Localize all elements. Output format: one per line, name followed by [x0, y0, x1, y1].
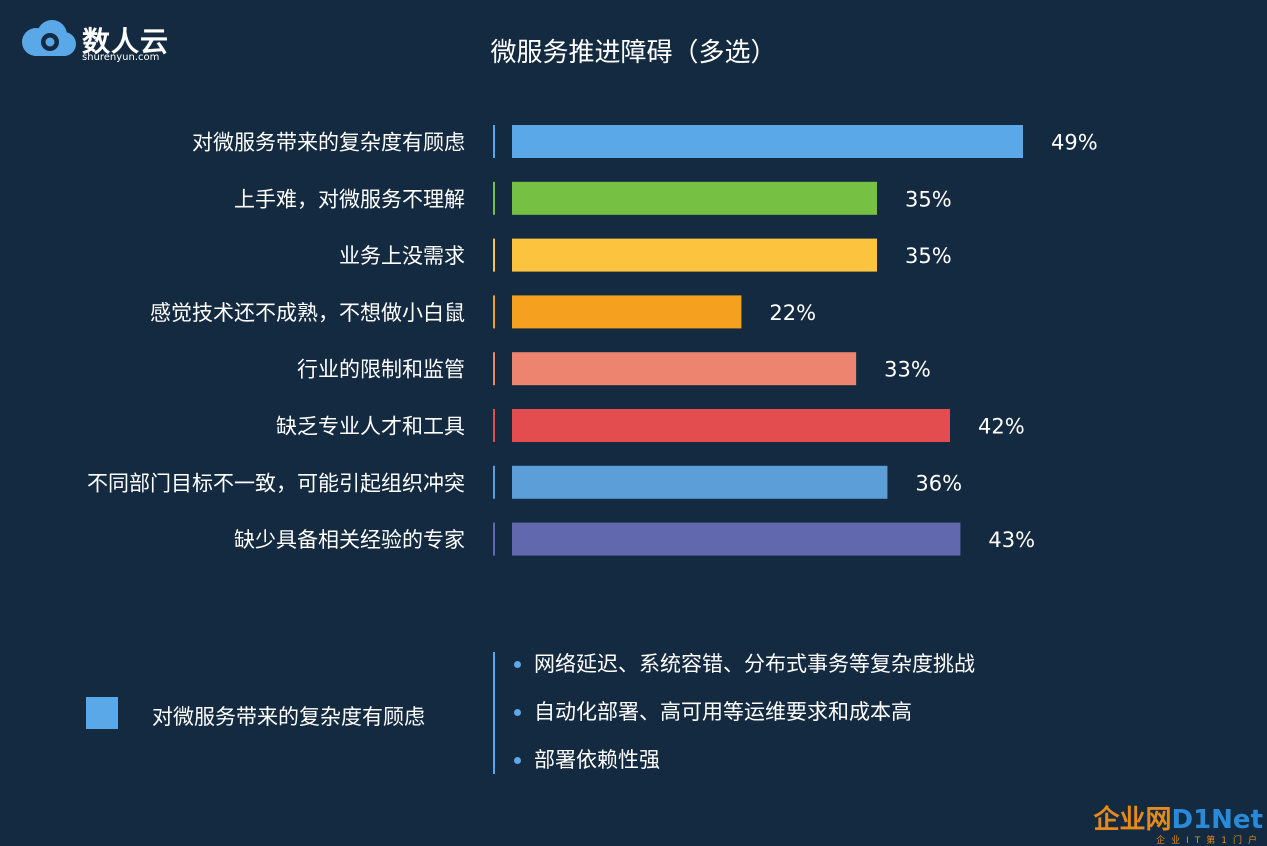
detail-list: 网络延迟、系统容错、分布式事务等复杂度挑战 自动化部署、高可用等运维要求和成本高…: [512, 648, 975, 792]
watermark-en: D1Net: [1171, 805, 1264, 835]
bar: [512, 522, 961, 556]
bar: [512, 238, 877, 272]
brand-logo: 数人云 shurenyun.com: [20, 18, 180, 64]
bar: [512, 125, 1023, 158]
category-tick: [493, 522, 495, 556]
chart-title: 微服务推进障碍（多选）: [490, 38, 777, 68]
bullet-dot-icon: [514, 757, 521, 764]
category-tick: [493, 181, 495, 215]
category-tick: [493, 409, 495, 442]
watermark-cn: 企业网: [1093, 805, 1172, 835]
category-label: 缺乏专业人才和工具: [276, 415, 465, 439]
category-tick: [493, 465, 495, 499]
value-label: 42%: [978, 415, 1025, 439]
detail-item: 网络延迟、系统容错、分布式事务等复杂度挑战: [512, 648, 975, 696]
value-label: 22%: [769, 301, 816, 325]
legend-label: 对微服务带来的复杂度有顾虑: [152, 705, 425, 729]
bar: [512, 295, 742, 329]
category-label: 行业的限制和监管: [297, 358, 465, 382]
value-label: 43%: [988, 528, 1035, 552]
brand-name: 数人云: [82, 25, 170, 58]
bullet-dot-icon: [514, 709, 521, 716]
detail-item: 部署依赖性强: [512, 744, 975, 792]
bar-chart: 对微服务带来的复杂度有顾虑 49% 上手难，对微服务不理解 35% 业务上没需求 35% 感…: [87, 125, 1098, 556]
category-label: 不同部门目标不一致，可能引起组织冲突: [87, 471, 465, 495]
bar: [512, 409, 950, 442]
watermark-sub: 企业IT第1门户: [1156, 836, 1263, 846]
category-label: 上手难，对微服务不理解: [234, 187, 465, 211]
value-label: 49%: [1051, 131, 1098, 155]
category-tick: [493, 238, 495, 272]
detail-divider: [493, 652, 495, 774]
cloud-logo-icon: [22, 20, 76, 56]
value-label: 33%: [884, 358, 931, 382]
bar: [512, 465, 888, 499]
category-tick: [493, 125, 495, 158]
category-label: 感觉技术还不成熟，不想做小白鼠: [150, 301, 465, 325]
detail-item: 自动化部署、高可用等运维要求和成本高: [512, 696, 975, 744]
bar: [512, 181, 877, 215]
category-label: 缺少具备相关经验的专家: [234, 528, 465, 552]
category-label: 对微服务带来的复杂度有顾虑: [192, 131, 465, 155]
value-label: 36%: [915, 471, 962, 495]
category-label: 业务上没需求: [339, 244, 465, 268]
bullet-dot-icon: [514, 661, 521, 668]
legend-swatch: [86, 697, 118, 729]
watermark-logo: 企业网D1Net: [1093, 799, 1263, 836]
detail-text: 网络延迟、系统容错、分布式事务等复杂度挑战: [534, 652, 975, 676]
detail-text: 自动化部署、高可用等运维要求和成本高: [534, 700, 912, 724]
brand-domain: shurenyun.com: [82, 52, 160, 63]
detail-text: 部署依赖性强: [534, 748, 660, 772]
value-label: 35%: [905, 187, 952, 211]
bar: [512, 352, 857, 386]
category-tick: [493, 295, 495, 329]
value-label: 35%: [905, 244, 952, 268]
category-tick: [493, 352, 495, 386]
